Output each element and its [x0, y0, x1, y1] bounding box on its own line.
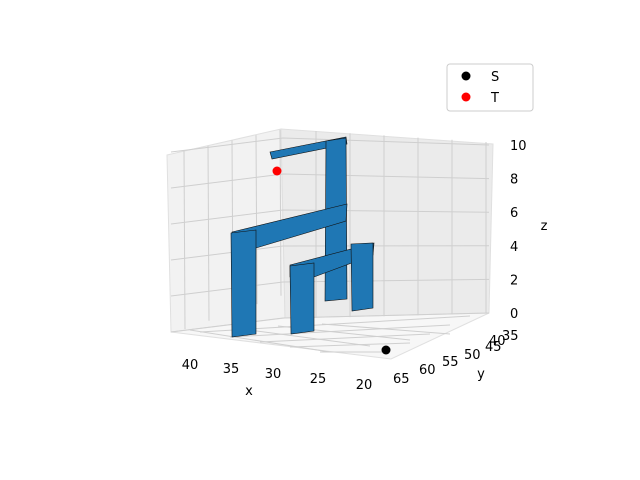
legend: ST: [446, 63, 534, 112]
grid-line: [170, 209, 490, 225]
y-tick-label: 55: [442, 355, 459, 370]
grid-line: [183, 150, 186, 330]
y-tick-label: 35: [502, 329, 519, 344]
grid-line: [170, 278, 490, 297]
scatter-point-s: [381, 345, 391, 355]
z-axis-label: z: [541, 219, 548, 234]
legend-box: [446, 63, 534, 112]
z-tick-label: 10: [510, 139, 527, 154]
z-tick-label: 0: [510, 307, 518, 322]
z-tick-label: 2: [510, 273, 518, 288]
y-tick-label: 40: [489, 334, 506, 349]
y-axis-label: y: [477, 367, 485, 382]
x-tick-label: 30: [265, 367, 282, 382]
y-tick-label: 45: [485, 340, 502, 355]
grid-line: [170, 245, 490, 261]
y-tick-label: 50: [464, 348, 481, 363]
grid-line: [321, 323, 451, 335]
legend-label-s: S: [491, 70, 499, 85]
x-tick-label: 35: [223, 362, 240, 377]
x-tick-label: 40: [182, 358, 199, 373]
z-tick-label: 4: [510, 240, 518, 255]
x-axis-label: x: [245, 384, 253, 399]
grid-line: [229, 324, 451, 338]
legend-label-t: T: [490, 91, 499, 106]
column-front: [289, 262, 315, 335]
x-tick-label: 25: [310, 372, 327, 387]
y-tick-label: 60: [419, 363, 436, 378]
scatter-points: [272, 166, 391, 355]
grid-line: [259, 333, 431, 343]
legend-marker-s: [461, 71, 471, 81]
z-tick-label: 6: [510, 206, 518, 221]
z-tick-labels: 0 2 4 6 8 10: [510, 139, 527, 322]
y-tick-label: 65: [393, 372, 410, 387]
grid-line: [233, 327, 371, 347]
x-tick-labels: 40 35 30 25 20: [182, 358, 373, 393]
grid-line: [289, 342, 411, 348]
structure: [230, 136, 375, 338]
grid-line: [189, 329, 331, 353]
legend-marker-t: [461, 92, 471, 102]
grid-line: [170, 137, 490, 153]
x-tick-label: 20: [356, 378, 373, 393]
grid-line: [170, 312, 490, 333]
z-tick-label: 8: [510, 173, 518, 188]
scatter-point-t: [272, 166, 282, 176]
column-left: [230, 229, 257, 338]
grid-line: [255, 135, 258, 305]
grid-line: [170, 173, 490, 189]
column-back-right: [350, 242, 374, 312]
